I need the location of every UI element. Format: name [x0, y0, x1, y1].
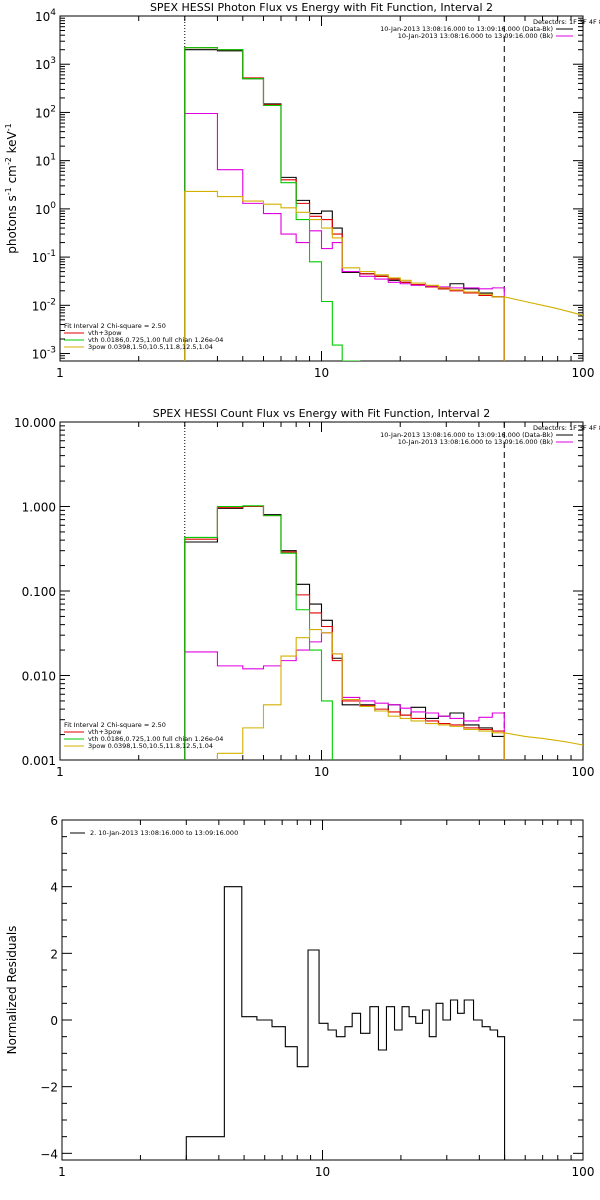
legend-header: Detectors: 1F 3F 4F 8F — [533, 18, 600, 26]
legend-entry: vth 0.0186,0.725,1.00 full chian 1.26e-0… — [88, 735, 223, 743]
y-tick-label: 101 — [35, 153, 56, 169]
y-label-sup: -1 — [4, 187, 13, 195]
plot-area — [184, 505, 583, 760]
legend-header: Fit Interval 2 Chi-square = 2.50 — [64, 322, 166, 330]
y-tick-base: 10 — [35, 203, 50, 217]
y-tick-label: 1.000 — [22, 501, 56, 515]
y-tick-label: −2 — [40, 1081, 58, 1095]
legend-entry: 3pow 0.0398,1.50,10.5,11.8,12.5,1.04 — [88, 742, 213, 750]
y-tick-exponent: 1 — [50, 153, 56, 163]
series-3pow — [184, 190, 505, 361]
y-tick-base: 10 — [32, 299, 47, 313]
y-tick-exponent: 3 — [50, 56, 56, 66]
y-tick-exponent: 2 — [50, 104, 56, 114]
y-tick-label: 0.010 — [22, 670, 56, 684]
series-data-bk — [184, 49, 505, 361]
series-3pow-extension — [504, 296, 583, 316]
legend-entry: 2. 10-Jan-2013 13:08:16.000 to 13:09:16.… — [90, 829, 238, 837]
photon-flux-panel: SPEX HESSI Photon Flux vs Energy with Fi… — [4, 1, 600, 380]
y-tick-label: −4 — [40, 1147, 58, 1161]
y-tick-base: 10 — [35, 58, 50, 72]
legend-header: Detectors: 1F 3F 4F 8F — [533, 424, 600, 432]
y-tick-label: 100 — [35, 201, 56, 217]
y-tick-exponent: -2 — [47, 297, 56, 307]
legend-entry: 10-Jan-2013 13:08:16.000 to 13:09:16.000… — [380, 25, 553, 33]
y-tick-exponent: -1 — [47, 249, 56, 259]
legend-header: Fit Interval 2 Chi-square = 2.50 — [64, 721, 166, 729]
y-tick-base: 10 — [35, 10, 50, 24]
plot-area — [185, 886, 506, 1160]
y-tick-label: 10-1 — [32, 249, 56, 265]
series-vth-3pow — [184, 505, 505, 760]
y-tick-label: 6 — [50, 814, 58, 828]
x-tick-label: 10 — [314, 366, 329, 380]
y-tick-label: 102 — [35, 104, 56, 120]
series-vth-3pow — [184, 47, 505, 361]
legend-entry: vth+3pow — [88, 329, 122, 337]
chart-title: SPEX HESSI Photon Flux vs Energy with Fi… — [150, 1, 493, 14]
legend-entry: 10-Jan-2013 13:08:16.000 to 13:09:16.000… — [398, 32, 553, 40]
y-tick-label: 4 — [50, 881, 58, 895]
y-tick-exponent: 4 — [50, 8, 56, 18]
x-tick-label: 100 — [572, 765, 595, 779]
x-tick-label: 10 — [315, 1165, 330, 1179]
legend-entry: 10-Jan-2013 13:08:16.000 to 13:09:16.000… — [380, 431, 553, 439]
y-tick-base: 10 — [32, 251, 47, 265]
y-axis-label: photons s-1 cm-2 keV-1 — [4, 123, 19, 254]
chart-title: SPEX HESSI Count Flux vs Energy with Fit… — [153, 407, 490, 420]
series-bk — [184, 112, 505, 361]
y-label-part: cm — [5, 165, 19, 187]
series-3pow-extension — [504, 732, 583, 746]
residual-series — [185, 886, 506, 1160]
y-tick-label: 2 — [50, 947, 58, 961]
legend-entry: vth+3pow — [88, 728, 122, 736]
x-tick-label: 1 — [56, 765, 64, 779]
series-data-bk — [184, 505, 505, 760]
y-tick-label: 104 — [35, 8, 56, 24]
x-tick-label: 100 — [572, 1165, 595, 1179]
count-flux-panel: SPEX HESSI Count Flux vs Energy with Fit… — [14, 407, 600, 779]
y-label-sup: -2 — [4, 157, 13, 165]
series-vth — [184, 505, 333, 760]
x-tick-label: 100 — [572, 366, 595, 380]
y-axis-label: Normalized Residuals — [5, 926, 19, 1055]
y-tick-base: 10 — [35, 106, 50, 120]
y-tick-base: 10 — [32, 348, 47, 362]
y-tick-label: 0.100 — [22, 585, 56, 599]
y-tick-label: 103 — [35, 56, 56, 72]
y-tick-label: 10-3 — [32, 346, 56, 362]
y-label-sup: -1 — [4, 123, 13, 131]
x-tick-label: 10 — [314, 765, 329, 779]
series-bk — [184, 632, 505, 760]
legend-entry: vth 0.0186,0.725,1.00 full chian 1.26e-0… — [88, 336, 223, 344]
y-tick-label: 10.000 — [14, 416, 56, 430]
y-tick-label: 0.001 — [22, 754, 56, 768]
legend-entry: 10-Jan-2013 13:08:16.000 to 13:09:16.000… — [398, 438, 553, 446]
y-tick-label: 0 — [50, 1014, 58, 1028]
y-label-part: photons s — [5, 195, 19, 254]
y-tick-exponent: -3 — [47, 346, 56, 356]
legend-entry: 3pow 0.0398,1.50,10.5,11.8,12.5,1.04 — [88, 343, 213, 351]
y-tick-base: 10 — [35, 155, 50, 169]
series-vth — [184, 47, 361, 361]
x-tick-label: 1 — [56, 366, 64, 380]
y-tick-label: 10-2 — [32, 297, 56, 313]
y-label-part: Normalized Residuals — [5, 926, 19, 1055]
x-tick-label: 1 — [58, 1165, 66, 1179]
plot-area — [184, 47, 583, 361]
y-tick-exponent: 0 — [50, 201, 56, 211]
y-label-part: keV — [5, 130, 19, 157]
series-3pow — [216, 628, 505, 760]
residuals-panel: 1 10 100 −4 −2 0 2 4 6 Normalized Residuals 2. 10-… — [5, 814, 595, 1179]
